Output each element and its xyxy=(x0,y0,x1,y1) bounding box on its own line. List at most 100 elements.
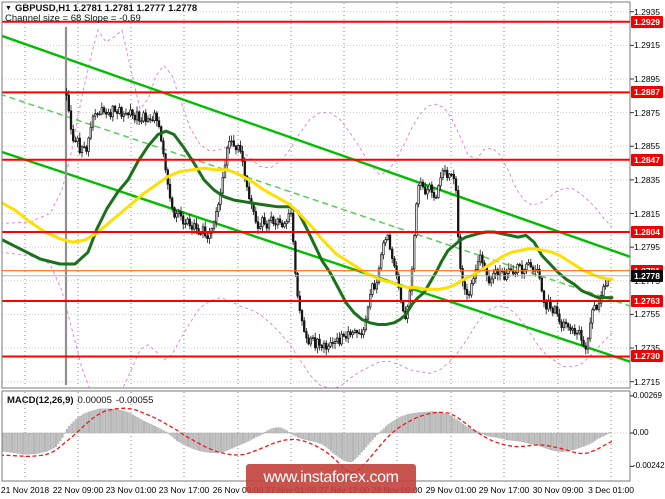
candle-body xyxy=(545,302,548,310)
macd-bar xyxy=(211,432,214,453)
macd-bar xyxy=(290,432,293,435)
macd-bar xyxy=(99,408,101,434)
candle-body xyxy=(426,189,429,195)
macd-bar xyxy=(136,417,139,434)
candle-body xyxy=(595,304,598,310)
candle-body xyxy=(514,272,517,275)
candle-body xyxy=(303,320,306,332)
candle-body xyxy=(177,211,180,214)
candle-body xyxy=(116,111,119,114)
candle-body xyxy=(344,335,348,339)
macd-bar xyxy=(572,432,574,451)
macd-bar xyxy=(323,432,326,446)
macd-bar xyxy=(94,409,97,434)
macd-bar xyxy=(213,432,216,454)
macd-bar xyxy=(77,417,79,434)
macd-bar xyxy=(195,432,198,451)
macd-tick-label: 0.00 xyxy=(633,428,649,437)
macd-bar xyxy=(198,432,200,451)
candle-body xyxy=(228,141,231,149)
macd-bar xyxy=(545,432,548,449)
candle-body xyxy=(149,118,152,121)
macd-bar xyxy=(250,432,253,440)
macd-bar xyxy=(459,422,462,434)
macd-bar xyxy=(327,432,330,450)
macd-bar xyxy=(605,432,607,435)
candle-body xyxy=(388,234,392,250)
candle-body xyxy=(120,107,123,117)
candle-body xyxy=(276,218,279,226)
candle-body xyxy=(553,306,557,314)
macd-bar xyxy=(270,428,273,434)
macd-bar xyxy=(178,432,181,443)
macd-bar xyxy=(13,432,16,453)
candle-body xyxy=(382,242,385,256)
macd-bar xyxy=(508,432,511,441)
candle-body xyxy=(580,329,583,341)
candle-body xyxy=(468,294,471,296)
candle-body xyxy=(371,283,374,295)
candle-body xyxy=(342,333,345,337)
candle-body xyxy=(349,331,352,336)
macd-bar xyxy=(536,432,539,446)
symbol-dropdown-icon[interactable]: ▼ xyxy=(5,5,12,12)
macd-bar xyxy=(602,432,605,437)
macd-bar xyxy=(96,409,99,434)
level-price-badge: 1.2730 xyxy=(631,350,663,363)
channel-middle-line[interactable] xyxy=(0,93,665,318)
macd-bar xyxy=(448,415,451,434)
macd-bar xyxy=(503,432,506,440)
macd-bar xyxy=(468,427,471,434)
candle-body xyxy=(287,213,290,223)
macd-bar xyxy=(378,432,381,434)
macd-bar xyxy=(28,432,31,455)
channel-upper-line[interactable] xyxy=(0,34,665,269)
candle-body xyxy=(322,342,326,349)
candle-body xyxy=(452,173,455,180)
macd-bar xyxy=(574,432,577,450)
candle-body xyxy=(384,239,387,244)
macd-bar xyxy=(543,432,546,448)
macd-bar xyxy=(319,432,321,444)
macd-bar xyxy=(160,429,163,434)
macd-histogram xyxy=(2,408,612,463)
candle-body xyxy=(399,286,403,303)
time-tick-label: 22 Nov 09:00 xyxy=(52,485,104,495)
macd-bar xyxy=(224,432,227,452)
macd-bar xyxy=(396,418,398,434)
macd-bar xyxy=(583,432,585,447)
candle-body xyxy=(206,235,209,239)
macd-bar xyxy=(523,432,526,443)
candle-body xyxy=(417,185,420,205)
candle-body xyxy=(281,222,284,228)
macd-bar xyxy=(15,432,18,454)
candle-body xyxy=(485,267,488,276)
candle-body xyxy=(164,153,167,171)
macd-bar xyxy=(41,432,44,453)
candle-body xyxy=(208,232,211,239)
macd-bar xyxy=(30,432,33,455)
macd-bar xyxy=(363,432,365,450)
macd-bar xyxy=(275,427,277,434)
candle-body xyxy=(311,337,315,339)
macd-bar xyxy=(358,432,361,455)
candle-body xyxy=(593,304,596,311)
candle-body xyxy=(256,221,260,229)
macd-bar xyxy=(499,432,502,439)
candle-body xyxy=(600,295,603,304)
current-price-badge: 1.2778 xyxy=(631,269,663,282)
candle-body xyxy=(410,268,414,292)
candle-body xyxy=(459,236,462,269)
macd-bar xyxy=(209,432,211,453)
channel-lower-line[interactable] xyxy=(0,150,665,373)
macd-bar xyxy=(235,432,238,447)
macd-bar xyxy=(292,432,295,436)
macd-bar xyxy=(171,432,174,438)
price-tick-label: 1.2855 xyxy=(634,141,660,152)
macd-bar xyxy=(264,432,266,434)
chart-header: ▼ GBPUSD,H1 1.2781 1.2781 1.2777 1.2778 xyxy=(5,3,197,14)
level-price-badge: 1.2763 xyxy=(631,294,663,307)
candle-body xyxy=(362,329,365,336)
